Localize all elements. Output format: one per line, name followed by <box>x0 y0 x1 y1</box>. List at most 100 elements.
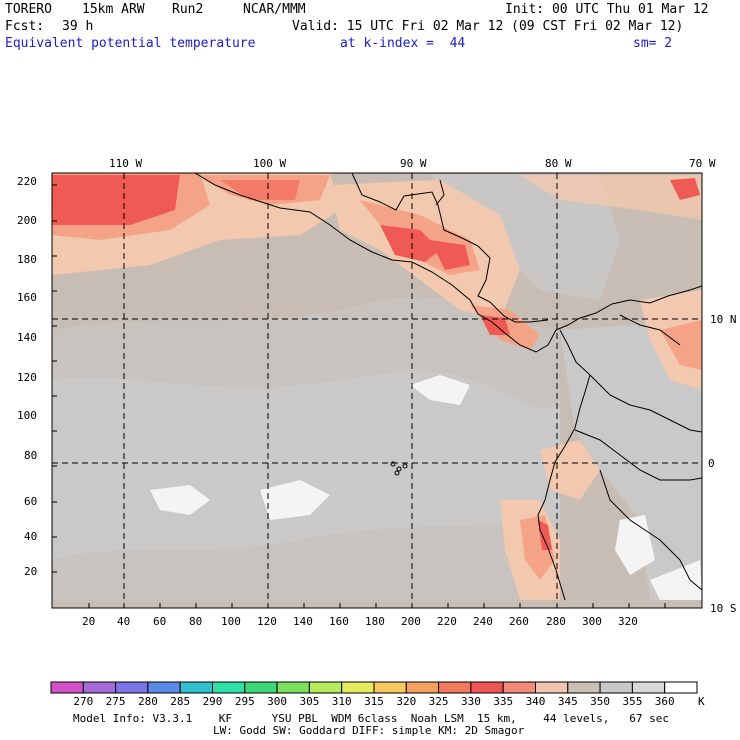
x-tick-label: 120 <box>257 615 277 628</box>
colorbar-swatch <box>438 681 472 694</box>
colorbar-label: 280 <box>137 695 158 708</box>
colorbar-label: 295 <box>234 695 255 708</box>
border-ecuador-peru <box>574 429 702 481</box>
level-info: at k-index = 44 <box>340 36 466 51</box>
colorbar-label: 285 <box>170 695 191 708</box>
y-tick-label: 20 <box>24 565 38 578</box>
colorbar-swatch <box>599 681 633 694</box>
field-salmon-venezuela <box>660 320 702 370</box>
x-tick-label: 240 <box>473 615 493 628</box>
field-red-caribbean <box>670 178 700 200</box>
x-tick-label: 40 <box>117 615 131 628</box>
forecast-label: Fcst: <box>5 19 45 34</box>
colorbar-label: 305 <box>299 695 320 708</box>
x-tick-label: 100 <box>221 615 241 628</box>
x-tick-label: 60 <box>153 615 167 628</box>
colorbar-label: 310 <box>331 695 352 708</box>
coastline-southamerica-west <box>537 329 591 601</box>
y-tick-label: 200 <box>17 214 37 227</box>
coastline-pacific <box>194 173 702 353</box>
colorbar-swatch <box>470 681 504 694</box>
smoothing-info: sm= 2 <box>633 36 673 51</box>
galapagos-islands <box>390 461 408 476</box>
colorbar-swatch <box>179 681 213 694</box>
x-tick-label: 280 <box>546 615 566 628</box>
colorbar-label: 270 <box>73 695 94 708</box>
grid-lines <box>52 173 702 608</box>
x-tick-label: 200 <box>401 615 421 628</box>
colorbar-swatch <box>631 681 666 694</box>
x-tick-label: 220 <box>437 615 457 628</box>
field-red-honduras <box>430 240 470 270</box>
colorbar-swatch <box>115 681 149 694</box>
lat-label-10n: 10 N <box>710 313 737 326</box>
colorbar-label: 300 <box>267 695 288 708</box>
colorbar-swatch <box>147 681 181 694</box>
lon-label-110w: 110 W <box>109 157 143 170</box>
colorbar-swatch <box>50 681 84 694</box>
colorbar-label: 360 <box>654 695 675 708</box>
x-tick-label: 80 <box>189 615 203 628</box>
border-peru-brazil <box>599 469 702 591</box>
colorbar-unit: K <box>698 695 705 708</box>
coastline-caribbean <box>351 173 549 323</box>
field-peach-caribbean <box>520 175 702 220</box>
colorbar-swatch <box>502 681 537 694</box>
field-white-patch <box>150 485 210 515</box>
x-tick-label: 300 <box>582 615 602 628</box>
y-tick-label: 100 <box>17 409 37 422</box>
colorbar <box>50 681 698 694</box>
x-tick-label: 320 <box>618 615 638 628</box>
lat-label-0: 0 <box>708 457 715 470</box>
lon-label-70w: 70 W <box>689 157 716 170</box>
model-run: Run2 <box>172 2 204 17</box>
border-colombia <box>589 374 702 433</box>
y-tick-label: 220 <box>17 175 37 188</box>
y-tick-label: 180 <box>17 253 37 266</box>
coastline-yucatan <box>435 179 445 206</box>
y-tick-label: 60 <box>24 495 38 508</box>
field-gray-southamerica <box>560 320 702 600</box>
map-frame <box>51 172 703 609</box>
map-field <box>52 173 702 608</box>
x-tick-marks <box>88 603 666 608</box>
colorbar-label: 330 <box>460 695 481 708</box>
lat-label-10s: 10 S <box>710 602 737 615</box>
field-red-mexico <box>220 180 300 200</box>
colorbar-label: 345 <box>557 695 578 708</box>
model-info-line: Model Info: V3.3.1 KF YSU PBL WDM 6class… <box>73 712 670 725</box>
y-tick-marks <box>52 184 57 573</box>
field-white-patch <box>260 480 330 520</box>
colorbar-swatch <box>244 681 278 694</box>
forecast-hours: 39 h <box>62 19 94 34</box>
colorbar-swatch <box>373 681 407 694</box>
field-white-patch <box>650 560 702 600</box>
physics-info-line: LW: Godd SW: Goddard DIFF: simple KM: 2D… <box>213 724 525 737</box>
field-white-patch <box>410 375 470 405</box>
colorbar-label: 335 <box>493 695 514 708</box>
x-tick-label: 180 <box>365 615 385 628</box>
init-time: Init: 00 UTC Thu 01 Mar 12 <box>505 2 709 17</box>
field-red-guatemala <box>380 225 440 262</box>
x-tick-label: 260 <box>509 615 529 628</box>
colorbar-swatch <box>212 681 246 694</box>
colorbar-label: 315 <box>364 695 384 708</box>
colorbar-swatch <box>341 681 375 694</box>
colorbar-swatch <box>664 681 698 694</box>
colorbar-swatch <box>405 681 440 694</box>
y-tick-label: 40 <box>24 530 38 543</box>
coastlines <box>194 173 702 601</box>
x-tick-label: 160 <box>329 615 349 628</box>
colorbar-label: 275 <box>105 695 126 708</box>
x-tick-label: 20 <box>82 615 96 628</box>
colorbar-label: 340 <box>525 695 546 708</box>
y-tick-label: 80 <box>24 449 38 462</box>
y-tick-label: 140 <box>17 331 37 344</box>
border-venezuela <box>619 314 681 346</box>
lon-label-90w: 90 W <box>400 157 427 170</box>
colorbar-swatch <box>276 681 310 694</box>
colorbar-label: 290 <box>202 695 223 708</box>
colorbar-swatch <box>535 681 569 694</box>
field-peach-ecuador <box>540 440 600 500</box>
